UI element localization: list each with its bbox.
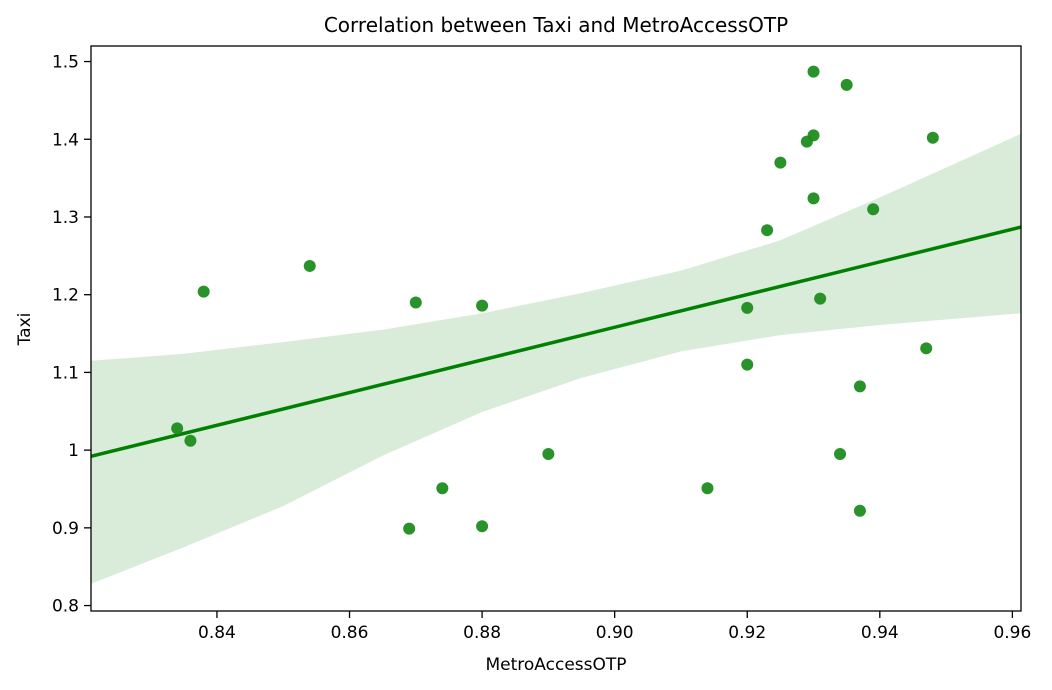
data-point	[853, 380, 866, 393]
data-point	[834, 448, 847, 461]
data-point	[403, 522, 416, 535]
data-point	[171, 422, 184, 435]
data-point	[197, 285, 210, 298]
data-point	[807, 65, 820, 78]
x-axis-label: MetroAccessOTP	[485, 655, 626, 675]
x-tick-label: 0.88	[463, 623, 501, 643]
x-tick-label: 0.94	[861, 623, 899, 643]
data-point	[476, 520, 489, 533]
x-tick-label: 0.90	[596, 623, 634, 643]
data-point	[701, 482, 714, 495]
data-point	[926, 131, 939, 144]
data-point	[867, 203, 880, 216]
y-tick-label: 1.5	[52, 53, 79, 73]
data-point	[920, 342, 933, 355]
x-ticks: 0.84 0.86 0.88 0.90 0.92 0.94 0.96	[198, 611, 1031, 643]
data-points-layer	[171, 65, 939, 535]
y-tick-label: 1.3	[52, 208, 79, 228]
regression-line-layer	[90, 225, 1022, 459]
data-point	[741, 358, 754, 371]
y-tick-label: 1.4	[52, 130, 79, 150]
data-point	[184, 434, 197, 447]
x-tick-label: 0.96	[993, 623, 1031, 643]
data-point	[741, 301, 754, 314]
data-point	[807, 129, 820, 142]
y-tick-label: 0.9	[52, 519, 79, 539]
data-point	[840, 78, 853, 91]
y-tick-label: 1.1	[52, 363, 79, 383]
x-tick-label: 0.86	[331, 623, 369, 643]
data-point	[853, 504, 866, 517]
y-tick-label: 1.2	[52, 286, 79, 306]
confidence-band-layer	[91, 133, 1021, 584]
data-point	[476, 299, 489, 312]
chart-title: Correlation between Taxi and MetroAccess…	[324, 13, 788, 37]
regression-line	[90, 225, 1022, 459]
data-point	[774, 156, 787, 169]
x-tick-label: 0.84	[198, 623, 236, 643]
data-point	[303, 259, 316, 272]
confidence-band	[91, 133, 1021, 584]
y-axis-label: Taxi	[15, 313, 35, 347]
plot-frame	[90, 45, 1022, 612]
data-point	[814, 292, 827, 305]
data-point	[409, 296, 422, 309]
data-point	[436, 482, 449, 495]
y-tick-label: 1	[68, 441, 79, 461]
data-point	[807, 192, 820, 205]
y-tick-label: 0.8	[52, 597, 79, 617]
x-tick-label: 0.92	[728, 623, 766, 643]
data-point	[542, 448, 555, 461]
data-point	[761, 224, 774, 237]
y-ticks: 0.8 0.9 1 1.1 1.2 1.3 1.4 1.5	[52, 53, 91, 617]
